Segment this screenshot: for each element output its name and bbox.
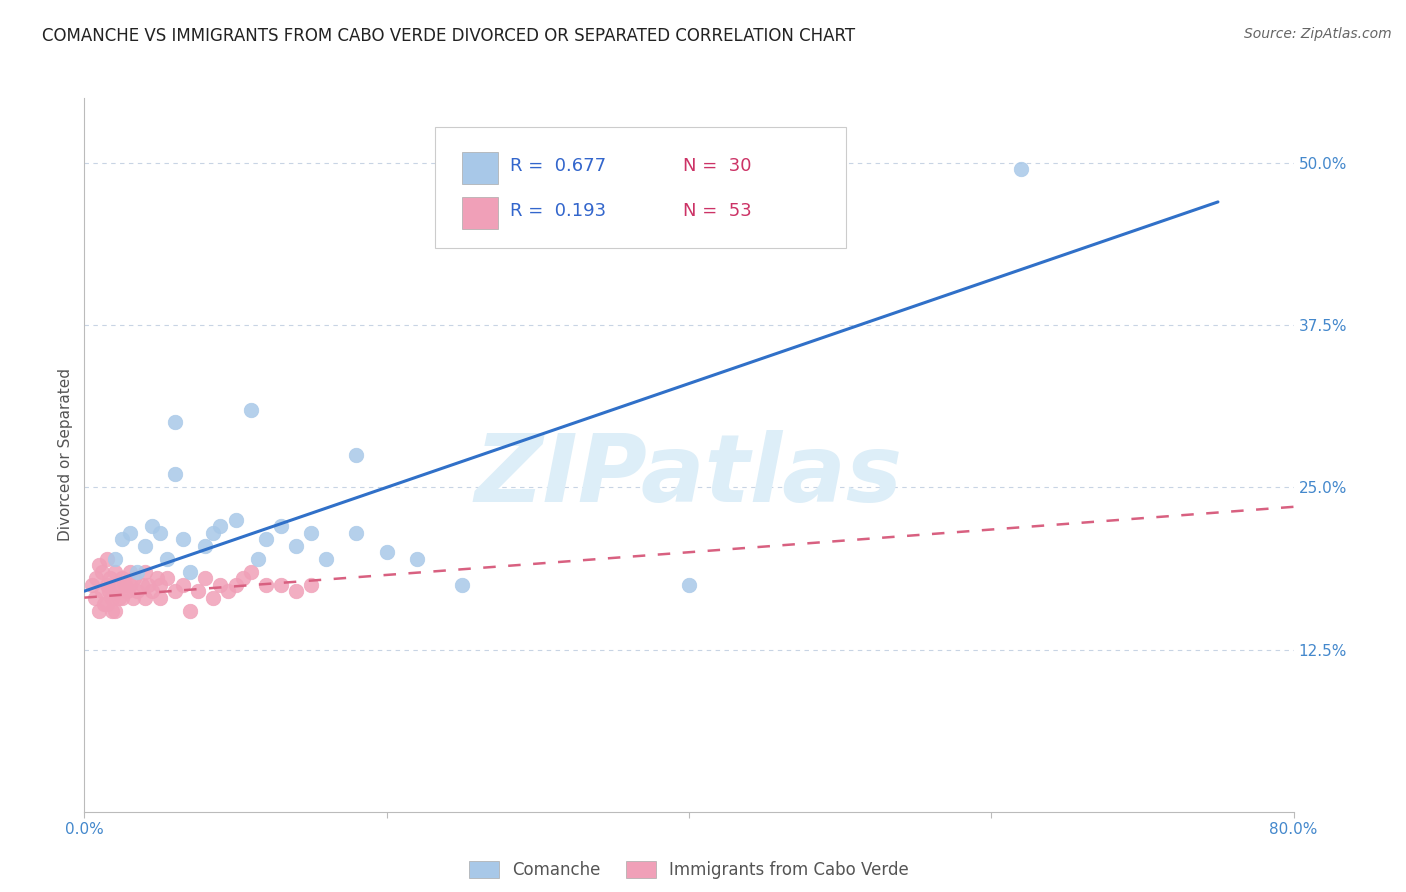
Text: COMANCHE VS IMMIGRANTS FROM CABO VERDE DIVORCED OR SEPARATED CORRELATION CHART: COMANCHE VS IMMIGRANTS FROM CABO VERDE D… [42, 27, 855, 45]
Point [100, 604, 122, 618]
Point [134, 539, 156, 553]
Point [104, 565, 127, 579]
Point [97, 584, 120, 599]
Point [163, 584, 186, 599]
Point [118, 577, 141, 591]
Point [107, 577, 129, 591]
Text: N =  30: N = 30 [683, 157, 751, 175]
Point [134, 565, 156, 579]
Point [96, 597, 118, 611]
Point [225, 577, 247, 591]
Point [209, 577, 232, 591]
Point [156, 571, 179, 585]
Point [451, 577, 474, 591]
Point [121, 591, 143, 605]
Point [127, 584, 149, 599]
Point [80, 577, 103, 591]
Text: Source: ZipAtlas.com: Source: ZipAtlas.com [1244, 27, 1392, 41]
Point [284, 539, 308, 553]
Point [114, 577, 136, 591]
Point [284, 584, 308, 599]
Text: ZIPatlas: ZIPatlas [475, 430, 903, 523]
Point [115, 584, 138, 599]
Point [247, 551, 270, 566]
Point [217, 584, 239, 599]
Point [141, 584, 163, 599]
Point [104, 551, 127, 566]
Point [232, 571, 254, 585]
Point [118, 565, 141, 579]
Point [146, 571, 169, 585]
Text: R =  0.677: R = 0.677 [510, 157, 606, 175]
Point [346, 448, 368, 462]
Point [163, 467, 186, 482]
Point [209, 519, 232, 533]
Point [179, 565, 201, 579]
Point [134, 591, 156, 605]
Point [136, 577, 159, 591]
FancyBboxPatch shape [434, 127, 846, 248]
Point [156, 551, 179, 566]
Y-axis label: Divorced or Separated: Divorced or Separated [58, 368, 73, 541]
FancyBboxPatch shape [461, 196, 498, 228]
FancyBboxPatch shape [461, 152, 498, 184]
Point [104, 584, 127, 599]
Point [239, 565, 262, 579]
Point [315, 551, 337, 566]
Point [254, 533, 277, 547]
Point [111, 591, 134, 605]
Point [270, 519, 292, 533]
Point [201, 591, 224, 605]
Point [122, 571, 145, 585]
Point [270, 577, 292, 591]
Point [678, 577, 700, 591]
Point [89, 604, 111, 618]
Legend: Comanche, Immigrants from Cabo Verde: Comanche, Immigrants from Cabo Verde [463, 854, 915, 886]
Point [239, 402, 262, 417]
Point [149, 591, 172, 605]
Point [91, 584, 114, 599]
Point [89, 558, 111, 573]
Point [131, 577, 153, 591]
Point [100, 591, 122, 605]
Point [1010, 162, 1032, 177]
Point [201, 525, 224, 540]
Point [194, 539, 217, 553]
Point [172, 533, 194, 547]
Point [375, 545, 398, 559]
Point [172, 577, 194, 591]
Point [406, 551, 429, 566]
Point [111, 571, 134, 585]
Point [149, 577, 172, 591]
Point [141, 519, 163, 533]
Point [118, 525, 141, 540]
Point [86, 571, 108, 585]
Point [84, 591, 107, 605]
Point [127, 565, 149, 579]
Text: R =  0.193: R = 0.193 [510, 202, 606, 219]
Point [163, 416, 186, 430]
Point [149, 525, 172, 540]
Point [96, 551, 118, 566]
Point [187, 584, 209, 599]
Point [93, 597, 115, 611]
Point [299, 577, 322, 591]
Text: N =  53: N = 53 [683, 202, 752, 219]
Point [91, 565, 114, 579]
Point [96, 577, 118, 591]
Point [108, 591, 131, 605]
Point [346, 525, 368, 540]
Point [254, 577, 277, 591]
Point [179, 604, 201, 618]
Point [98, 571, 121, 585]
Point [194, 571, 217, 585]
Point [104, 604, 127, 618]
Point [111, 533, 134, 547]
Point [225, 513, 247, 527]
Point [299, 525, 322, 540]
